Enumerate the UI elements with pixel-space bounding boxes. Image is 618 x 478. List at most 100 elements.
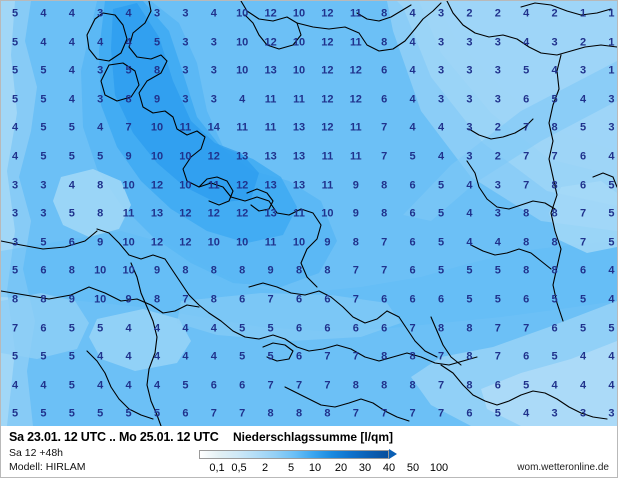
precip-value: 8 [239, 264, 246, 277]
precip-value: 8 [381, 207, 388, 220]
legend-arrow-icon [389, 449, 397, 459]
precip-value: 4 [125, 322, 132, 335]
precip-value: 5 [466, 293, 473, 306]
precip-value: 12 [321, 93, 334, 106]
precip-value: 4 [125, 7, 132, 20]
precip-value: 6 [579, 150, 587, 163]
precip-value: 3 [97, 7, 104, 20]
precip-value: 4 [523, 36, 530, 49]
precip-value: 5 [40, 93, 47, 106]
precip-value: 10 [179, 179, 192, 192]
precip-value: 5 [68, 150, 75, 163]
legend-tick: 0,1 [209, 462, 225, 474]
precip-value: 8 [381, 379, 388, 392]
precip-value: 7 [381, 150, 388, 163]
precip-value: 9 [153, 264, 161, 277]
precip-value: 12 [236, 179, 249, 192]
legend-tick: 2 [261, 462, 269, 474]
precip-value: 5 [494, 407, 501, 420]
precip-value: 8 [381, 7, 388, 20]
precip-value: 4 [608, 264, 615, 277]
precip-value: 6 [239, 379, 246, 392]
precip-value: 7 [523, 179, 530, 192]
precip-value: 8 [324, 407, 331, 420]
precip-value: 7 [551, 150, 558, 163]
precip-value: 8 [523, 207, 530, 220]
precip-value: 8 [551, 236, 558, 249]
precip-value: 3 [182, 36, 189, 49]
legend-tick: 20 [334, 462, 348, 474]
precip-value: 5 [608, 207, 615, 220]
precip-value: 8 [182, 264, 189, 277]
precip-value: 8 [551, 207, 558, 220]
precip-value: 5 [40, 121, 47, 134]
precip-value: 5 [579, 121, 587, 134]
border-se-mid [430, 316, 462, 366]
precip-value: 10 [292, 36, 306, 49]
precip-value: 7 [210, 407, 217, 420]
precip-value: 3 [97, 64, 104, 77]
precip-value: 4 [210, 350, 217, 363]
precip-value: 7 [523, 322, 530, 335]
precip-value: 9 [267, 264, 274, 277]
precip-value: 7 [437, 379, 445, 392]
precip-value: 3 [608, 93, 615, 106]
precip-value: 4 [466, 179, 473, 192]
precip-value: 4 [551, 64, 558, 77]
precip-value: 9 [352, 179, 359, 192]
precip-value: 6 [295, 322, 303, 335]
precip-value: 3 [210, 36, 217, 49]
precip-value: 5 [11, 350, 19, 363]
precip-value: 5 [494, 264, 501, 277]
precip-value: 6 [352, 322, 359, 335]
precip-value: 3 [11, 236, 19, 249]
precip-value: 8 [68, 264, 75, 277]
precip-value: 5 [40, 64, 47, 77]
coast-nl-west [128, 1, 232, 198]
precip-value: 10 [292, 7, 306, 20]
precip-value: 6 [295, 350, 303, 363]
precip-value: 12 [264, 7, 277, 20]
precip-value: 10 [94, 264, 107, 277]
coast-fr-north [1, 286, 200, 314]
precip-value: 3 [437, 36, 445, 49]
precip-value: 4 [608, 150, 615, 163]
precip-value: 4 [437, 150, 445, 163]
precip-value: 4 [11, 121, 19, 134]
map-graphics [1, 1, 617, 426]
precip-value: 8 [551, 121, 558, 134]
precip-value: 6 [409, 207, 416, 220]
precip-value: 12 [207, 150, 220, 163]
band-mid1-ne [387, 1, 617, 231]
precip-value: 7 [579, 236, 587, 249]
precip-value: 7 [579, 207, 587, 220]
precip-value: 4 [68, 93, 75, 106]
precip-value: 11 [349, 150, 362, 163]
precip-value: 9 [68, 293, 75, 306]
border-se-corner [470, 244, 552, 270]
precip-value: 6 [324, 322, 331, 335]
precip-value: 10 [122, 236, 135, 249]
precip-value: 1 [579, 7, 587, 20]
ijsselmeer-south [100, 62, 140, 102]
precip-value: 8 [381, 36, 388, 49]
precip-value: 6 [210, 379, 217, 392]
precip-value: 4 [409, 7, 416, 20]
precip-value: 6 [409, 293, 416, 306]
precip-value: 10 [236, 236, 249, 249]
precip-value: 9 [97, 236, 104, 249]
precip-value: 5 [68, 350, 75, 363]
precip-value: 8 [437, 322, 445, 335]
precip-value: 11 [122, 207, 135, 220]
precip-value: 3 [466, 150, 473, 163]
precipitation-map[interactable]: 5 4 4 3 4 3 3 4 10 12 10 12 11 8 4 3 2 2 4 2 1 1 5 4 4 4 4 5 3 3 10 12 1… [1, 1, 617, 426]
precip-value: 6 [409, 264, 416, 277]
precip-value: 9 [324, 236, 331, 249]
precip-value: 5 [11, 264, 19, 277]
precip-value: 4 [68, 64, 75, 77]
precip-value: 4 [68, 179, 75, 192]
coast-baltic-ne [520, 2, 612, 16]
precip-value: 9 [125, 150, 132, 163]
precip-value: 4 [608, 350, 615, 363]
precip-value: 5 [68, 207, 75, 220]
